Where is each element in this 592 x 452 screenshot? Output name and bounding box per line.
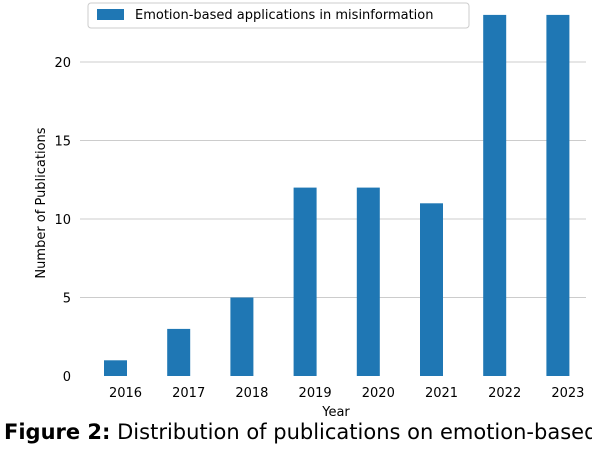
y-tick-label: 10 [54,213,71,228]
bar-chart: 0 5 10 15 20 2016 2017 2018 2019 2020 2021 2022 202… [34,2,586,420]
bar-2019 [293,187,317,376]
bar-2020 [356,187,380,376]
bar-2021 [420,203,443,376]
grid-lines [80,61,586,298]
y-tick-label: 20 [54,56,71,71]
x-tick-label: 2019 [299,386,332,401]
y-axis-label: Number of Publications [34,127,49,278]
caption-text: Distribution of publications on emotion-… [117,420,592,444]
y-axis-ticks: 0 5 10 15 20 [54,56,71,385]
x-tick-label: 2020 [362,386,395,401]
legend: Emotion-based applications in misinforma… [87,2,470,29]
x-tick-label: 2021 [425,386,458,401]
bar-2022 [483,14,507,377]
y-tick-label: 5 [63,292,71,307]
legend-swatch [97,9,124,20]
caption-label: Figure 2: [4,420,111,444]
x-tick-label: 2018 [235,386,268,401]
legend-entry: Emotion-based applications in misinforma… [135,8,433,23]
x-tick-label: 2023 [551,386,584,401]
bar-2023 [546,14,570,377]
x-axis-label: Year [321,405,350,420]
y-tick-label: 15 [54,135,71,150]
x-tick-label: 2017 [172,386,205,401]
x-tick-label: 2016 [109,386,142,401]
bars [104,14,570,377]
legend-frame [87,2,470,29]
x-axis-ticks: 2016 2017 2018 2019 2020 2021 2022 2023 [109,386,584,401]
y-tick-label: 0 [63,370,71,385]
bar-2018 [230,297,254,376]
figure-caption: Figure 2: Distribution of publications o… [4,420,592,444]
bar-2017 [167,328,191,376]
x-tick-label: 2022 [488,386,521,401]
bar-2016 [104,360,127,376]
